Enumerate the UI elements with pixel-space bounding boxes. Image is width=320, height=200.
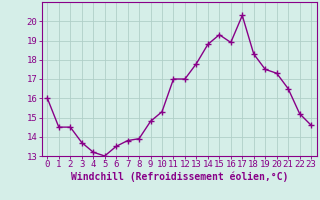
X-axis label: Windchill (Refroidissement éolien,°C): Windchill (Refroidissement éolien,°C) <box>70 172 288 182</box>
